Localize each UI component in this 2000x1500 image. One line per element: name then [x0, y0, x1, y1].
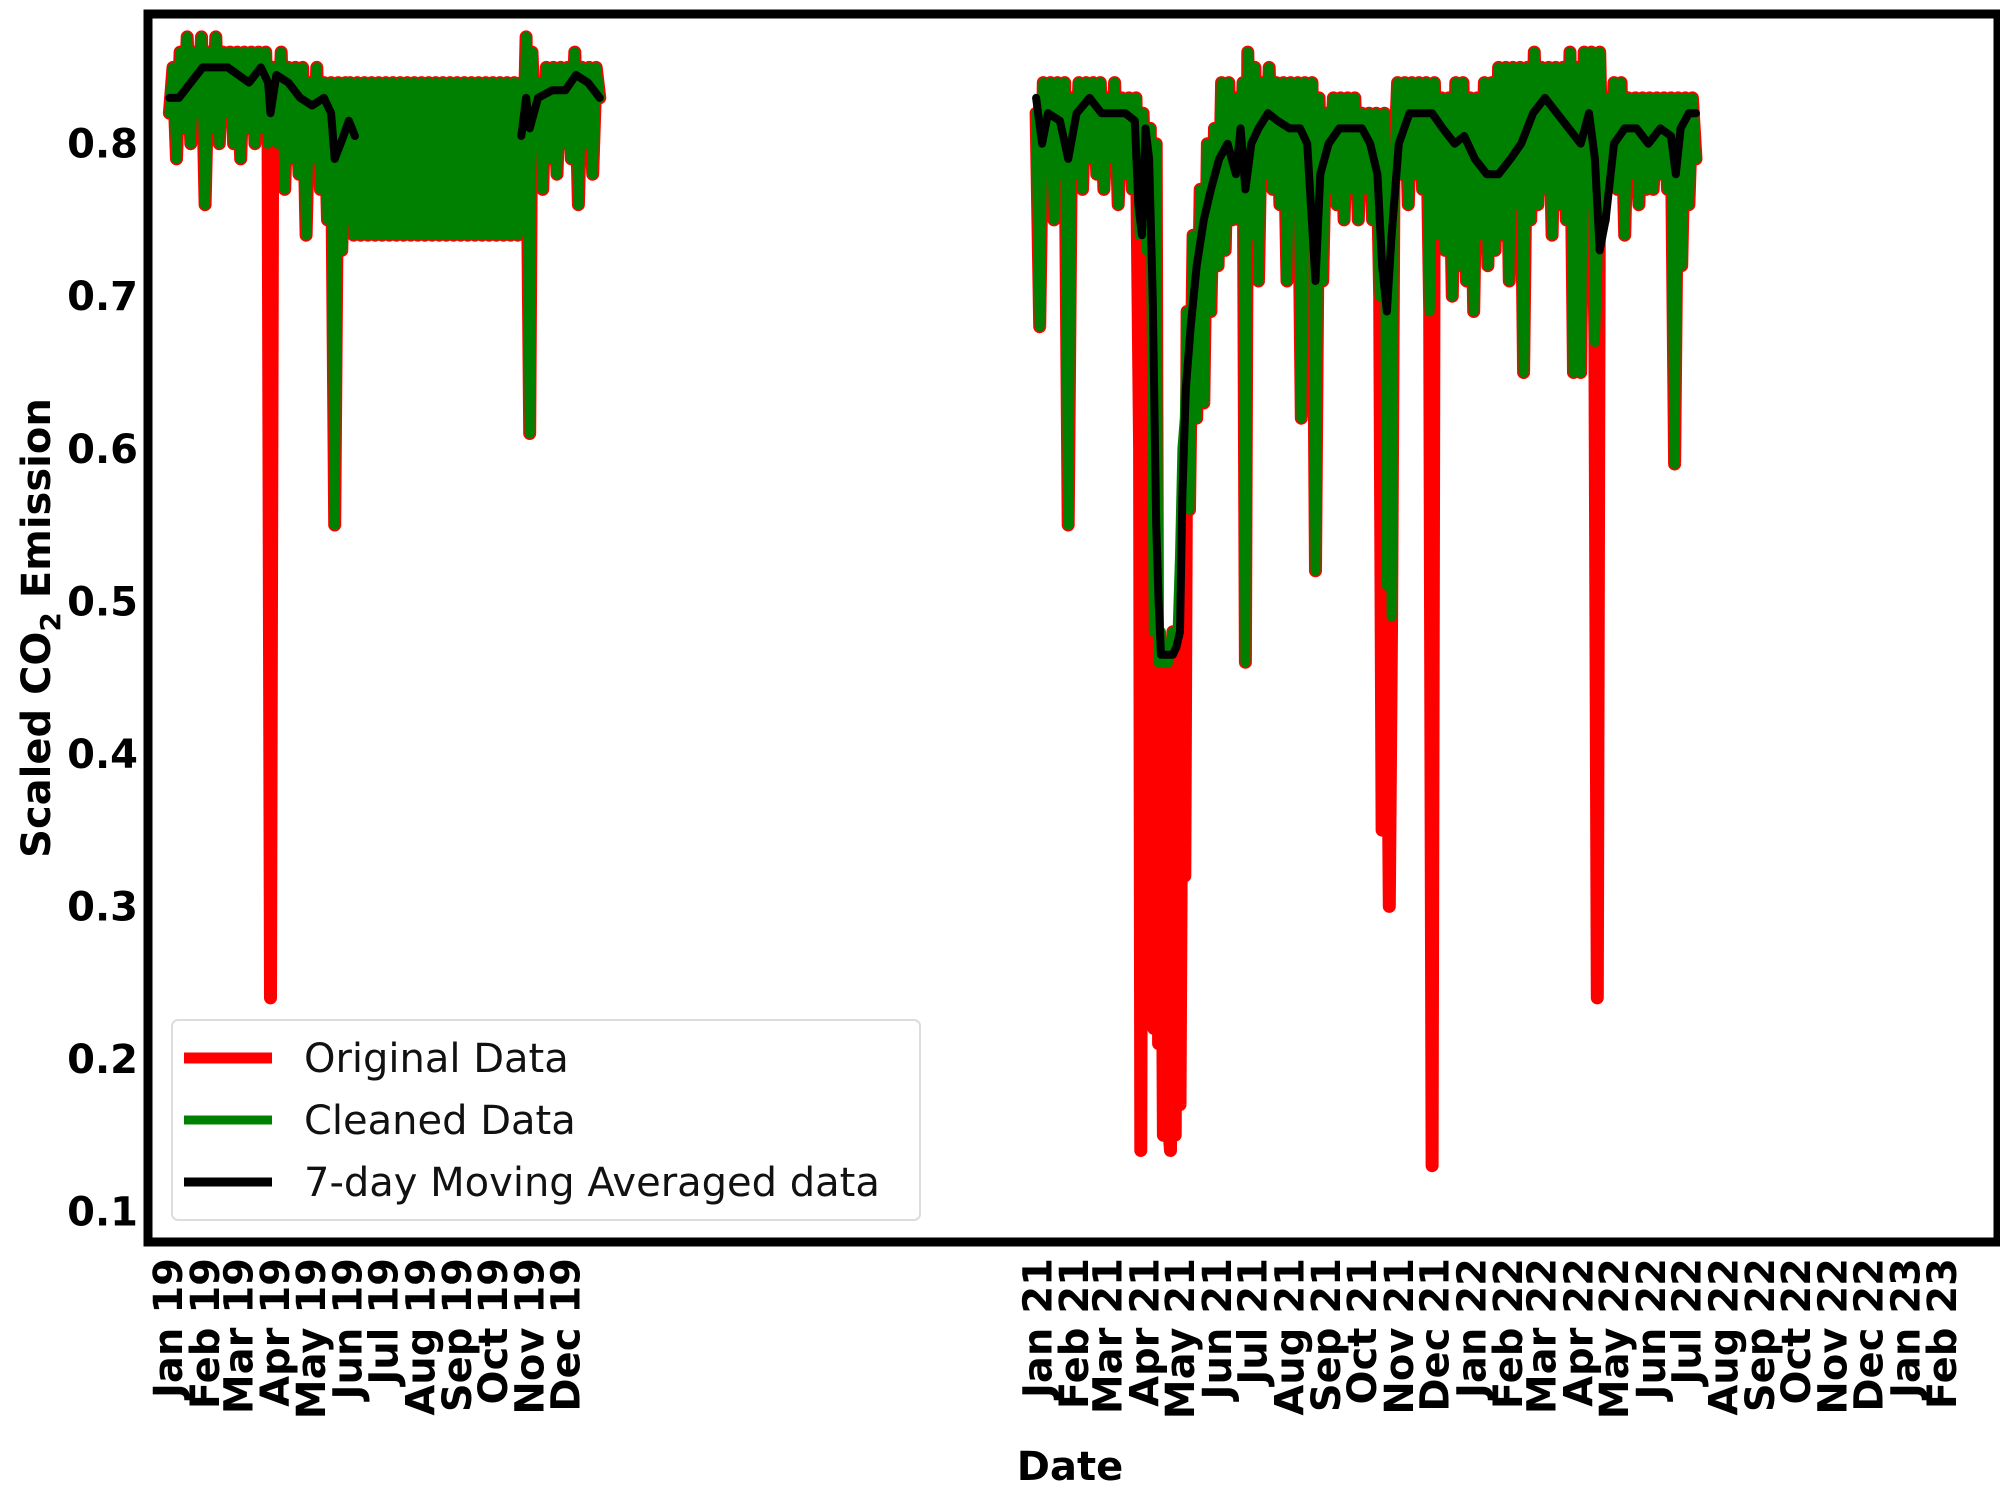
y-tick-label: 0.5: [67, 579, 138, 625]
x-tick-label: Jan 22: [1449, 1258, 1495, 1401]
x-tick-label: Dec 21: [1412, 1258, 1458, 1412]
x-tick-label: Feb 23: [1920, 1258, 1966, 1409]
x-tick-label: Oct 21: [1340, 1258, 1386, 1404]
y-tick-label: 0.2: [67, 1037, 138, 1083]
x-tick-label: Aug 19: [398, 1258, 444, 1416]
x-tick-label: Jul 22: [1665, 1258, 1711, 1388]
x-tick-label: Jan 21: [1015, 1258, 1061, 1401]
y-axis-ticks: 0.1 0.2 0.3 0.4 0.5 0.6 0.7 0.8: [67, 122, 138, 1236]
x-tick-label: Apr 22: [1556, 1258, 1602, 1407]
x-tick-label: Aug 22: [1701, 1258, 1747, 1416]
x-tick-label: Jul 19: [361, 1258, 407, 1388]
series-line-cleaned-data-1: [164, 31, 605, 530]
x-tick-label: May 22: [1592, 1258, 1638, 1419]
x-tick-label: Jun 22: [1629, 1258, 1675, 1402]
legend-label-cleaned-data: Cleaned Data: [304, 1098, 576, 1144]
plot-frame: [143, 9, 2000, 1247]
x-tick-label: Mar 21: [1086, 1258, 1132, 1414]
series-line-7-day-moving-averaged-data-1: [165, 63, 359, 163]
x-tick-label: Apr 21: [1122, 1258, 1168, 1407]
x-tick-label: Dec 22: [1846, 1258, 1892, 1412]
series-layer: [162, 30, 1703, 1173]
y-tick-label: 0.7: [67, 274, 138, 320]
x-tick-label: Sep 21: [1304, 1258, 1350, 1412]
y-tick-label: 0.6: [67, 427, 138, 473]
x-tick-label: Jan 19: [146, 1258, 192, 1401]
y-tick-label: 0.3: [67, 884, 138, 930]
x-tick-label: Jun 21: [1195, 1258, 1241, 1402]
x-tick-label: Jan 23: [1883, 1258, 1929, 1401]
x-tick-label: Dec 19: [543, 1258, 589, 1412]
series-line-7-day-moving-averaged-data-3: [1032, 93, 1700, 659]
x-tick-label: Nov 22: [1811, 1258, 1857, 1415]
x-tick-label: May 21: [1158, 1258, 1204, 1419]
series-line-7-day-moving-averaged-data-2: [517, 71, 604, 140]
x-tick-label: Mar 19: [216, 1258, 262, 1414]
y-tick-label: 0.1: [67, 1189, 138, 1235]
x-tick-label: Apr 19: [253, 1258, 299, 1407]
x-tick-label: Sep 22: [1738, 1258, 1784, 1412]
x-tick-label: Nov 19: [508, 1258, 554, 1415]
legend-box: [171, 1019, 921, 1221]
x-tick-label: Mar 22: [1519, 1258, 1565, 1414]
x-axis-label: Date: [1017, 1444, 1123, 1490]
legend-label-original-data: Original Data: [304, 1036, 569, 1082]
x-tick-label: Nov 21: [1377, 1258, 1423, 1415]
x-tick-label: Jun 19: [326, 1258, 372, 1402]
x-tick-label: Jul 21: [1231, 1258, 1277, 1388]
x-tick-label: Feb 22: [1486, 1258, 1532, 1409]
x-tick-label: Oct 19: [471, 1258, 517, 1404]
x-tick-label: Aug 21: [1267, 1258, 1313, 1416]
legend-label-7-day-moving-averaged-data: 7-day Moving Averaged data: [304, 1160, 880, 1206]
y-tick-label: 0.4: [67, 732, 138, 778]
legend: Original Data Cleaned Data 7-day Moving Av…: [171, 1019, 921, 1221]
x-tick-label: Feb 19: [183, 1258, 229, 1409]
x-tick-label: Oct 22: [1774, 1258, 1820, 1404]
y-tick-label: 0.8: [67, 122, 138, 168]
y-axis-label: Scaled CO2 Emission: [14, 398, 67, 858]
x-tick-label: Sep 19: [435, 1258, 481, 1412]
x-tick-label: Feb 21: [1052, 1258, 1098, 1409]
x-tick-label: May 19: [289, 1258, 335, 1419]
